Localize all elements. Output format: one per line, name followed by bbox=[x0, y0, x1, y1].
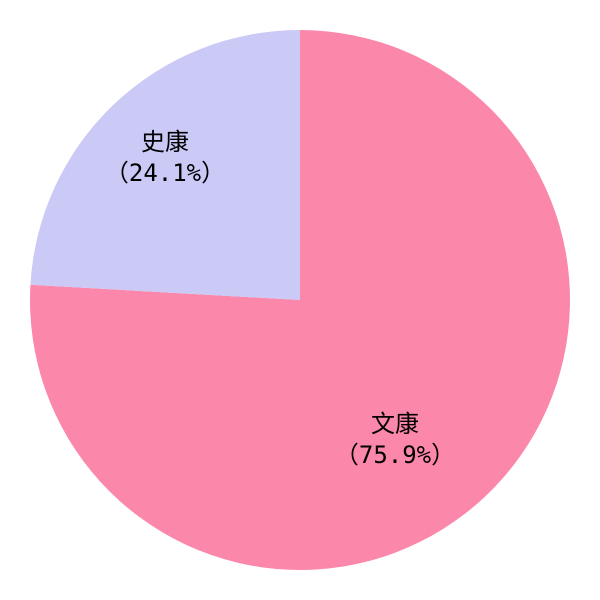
slice-label-1: 史康 （24.1%） bbox=[105, 127, 225, 189]
slice-label-0: 文康 （75.9%） bbox=[335, 409, 455, 471]
pie-svg bbox=[0, 0, 600, 600]
pie-chart: 文康 （75.9%） 史康 （24.1%） bbox=[0, 0, 600, 600]
slice-pct-1: （24.1%） bbox=[105, 158, 225, 189]
slice-name-0: 文康 bbox=[335, 409, 455, 440]
slice-pct-0: （75.9%） bbox=[335, 440, 455, 471]
slice-name-1: 史康 bbox=[105, 127, 225, 158]
